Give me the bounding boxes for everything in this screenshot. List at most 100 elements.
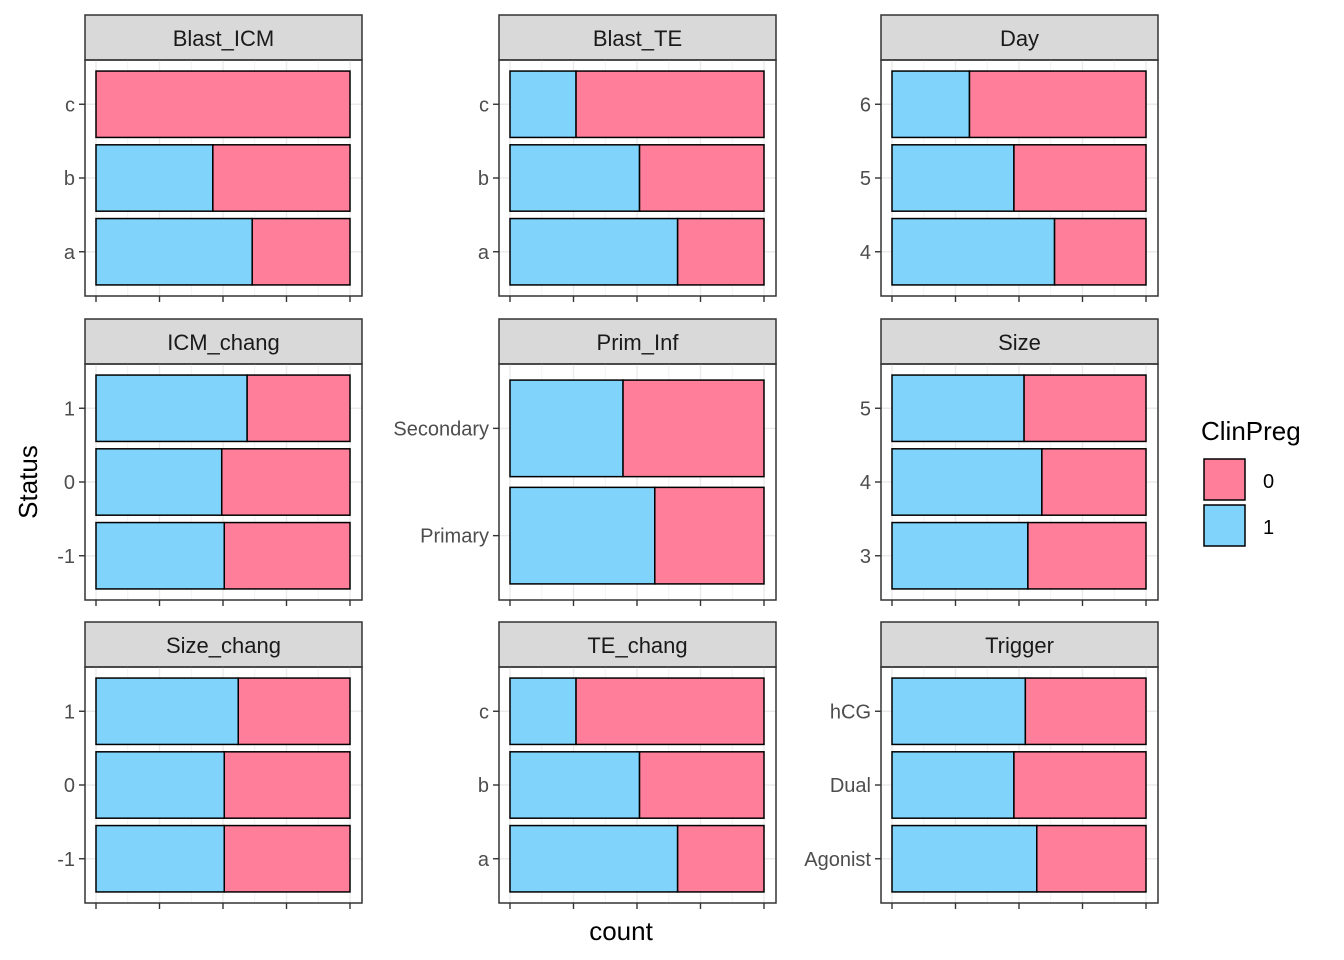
strip-header	[880, 621, 1159, 668]
y-tick-label: Secondary	[393, 418, 489, 440]
bar-blast-te-c-clinpreg-0	[575, 70, 765, 139]
y-tick-label: 3	[860, 546, 871, 568]
strip-header	[84, 14, 363, 61]
bar-icm-chang-1-clinpreg-1	[95, 374, 248, 443]
panel-border	[498, 59, 777, 297]
y-tick-label: 1	[64, 701, 75, 723]
y-tick-label: c	[65, 94, 75, 116]
strip-header	[880, 318, 1159, 365]
bar-icm-chang-0-clinpreg-0	[220, 448, 351, 516]
strip-header	[498, 621, 777, 668]
y-tick-label: c	[479, 701, 489, 723]
strip-header	[498, 14, 777, 61]
bar-prim-inf-secondary-clinpreg-0	[622, 379, 765, 478]
bar-blast-icm-b-clinpreg-1	[95, 144, 214, 212]
strip-label: Blast_ICM	[173, 26, 274, 51]
bar-te-chang-b-clinpreg-1	[509, 751, 641, 819]
y-tick-label: b	[478, 775, 489, 797]
bar-blast-icm-a-clinpreg-1	[95, 217, 253, 286]
bar-size-chang-0-clinpreg-1	[95, 751, 226, 819]
strip-header	[84, 318, 363, 365]
y-tick-label: 0	[64, 775, 75, 797]
bar-te-chang-c-clinpreg-0	[575, 677, 765, 746]
bar-size-4-clinpreg-0	[1041, 448, 1147, 516]
facet-panel-trigger: Trigger Agonist Dual hCG	[804, 621, 1159, 909]
bar-size-chang-1-clinpreg-1	[95, 677, 239, 746]
bar-day-5-clinpreg-1	[891, 144, 1015, 212]
bar-size-3-clinpreg-0	[1027, 521, 1147, 590]
bar-blast-te-a-clinpreg-0	[676, 217, 765, 286]
bar-day-5-clinpreg-0	[1013, 144, 1147, 212]
bar-prim-inf-primary-clinpreg-1	[509, 486, 656, 585]
y-tick-label: 5	[860, 168, 871, 190]
bar-icm-chang-1-clinpreg-0	[246, 374, 351, 443]
y-tick-label: 4	[860, 472, 871, 494]
legend-label: 1	[1263, 517, 1274, 539]
bar-size-4-clinpreg-1	[891, 448, 1043, 516]
bar-prim-inf-primary-clinpreg-0	[654, 486, 765, 585]
panel-border	[880, 666, 1159, 904]
bar-icm-chang--1-clinpreg-1	[95, 521, 226, 590]
bar-day-6-clinpreg-0	[968, 70, 1147, 139]
legend-title: ClinPreg	[1201, 416, 1301, 446]
y-tick-label: b	[64, 168, 75, 190]
y-tick-label: b	[478, 168, 489, 190]
panel-border	[84, 666, 363, 904]
strip-label: Day	[1000, 26, 1039, 51]
strip-label: Size_chang	[166, 633, 281, 658]
strip-label: ICM_chang	[167, 330, 280, 355]
bar-trigger-agonist-clinpreg-1	[891, 824, 1038, 893]
strip-label: TE_chang	[587, 633, 687, 658]
bar-day-4-clinpreg-1	[891, 217, 1056, 286]
bar-icm-chang-0-clinpreg-1	[95, 448, 223, 516]
bar-te-chang-b-clinpreg-0	[638, 751, 765, 819]
y-tick-label: -1	[57, 849, 75, 871]
y-tick-label: hCG	[830, 701, 871, 723]
bar-icm-chang--1-clinpreg-0	[223, 521, 351, 590]
legend-item-1: 1	[1203, 504, 1274, 547]
y-tick-label: 6	[860, 94, 871, 116]
y-tick-label: Dual	[830, 775, 871, 797]
bar-te-chang-a-clinpreg-0	[676, 824, 765, 893]
panel-border	[498, 666, 777, 904]
panel-border	[84, 363, 363, 601]
panel-border	[880, 363, 1159, 601]
bar-size-chang-1-clinpreg-0	[237, 677, 351, 746]
facet-panel-day: Day 4 5 6	[860, 14, 1159, 302]
bar-blast-icm-c-clinpreg-0	[95, 70, 351, 139]
bar-size-chang-0-clinpreg-0	[223, 751, 351, 819]
strip-label: Prim_Inf	[597, 330, 680, 355]
bar-trigger-hcg-clinpreg-0	[1024, 677, 1147, 746]
bar-blast-te-b-clinpreg-1	[509, 144, 641, 212]
facet-panel-prim-inf: Prim_Inf Primary Secondary	[393, 318, 777, 606]
bar-day-6-clinpreg-1	[891, 70, 971, 139]
bar-prim-inf-secondary-clinpreg-1	[509, 379, 624, 478]
bar-trigger-agonist-clinpreg-0	[1036, 824, 1147, 893]
bar-blast-te-b-clinpreg-0	[638, 144, 765, 212]
legend-label: 0	[1263, 471, 1274, 493]
legend: ClinPreg 0 1	[1201, 416, 1301, 547]
facet-panel-size: Size 3 4 5	[860, 318, 1159, 606]
y-tick-label: a	[478, 242, 490, 264]
facet-panel-size-chang: Size_chang -1 0 1	[57, 621, 363, 909]
y-tick-label: 0	[64, 472, 75, 494]
y-tick-label: Primary	[420, 526, 489, 548]
strip-header	[84, 621, 363, 668]
y-tick-label: 1	[64, 398, 75, 420]
strip-header	[880, 14, 1159, 61]
strip-label: Size	[998, 330, 1041, 355]
panel-border	[84, 59, 363, 297]
legend-swatch	[1203, 458, 1246, 501]
bar-day-4-clinpreg-0	[1053, 217, 1147, 286]
x-axis-title: count	[589, 916, 653, 946]
strip-header	[498, 318, 777, 365]
y-tick-label: 5	[860, 398, 871, 420]
legend-swatch	[1203, 504, 1246, 547]
legend-item-0: 0	[1203, 458, 1274, 501]
y-tick-label: Agonist	[804, 849, 871, 871]
bar-trigger-hcg-clinpreg-1	[891, 677, 1027, 746]
y-axis-title: Status	[13, 445, 43, 519]
